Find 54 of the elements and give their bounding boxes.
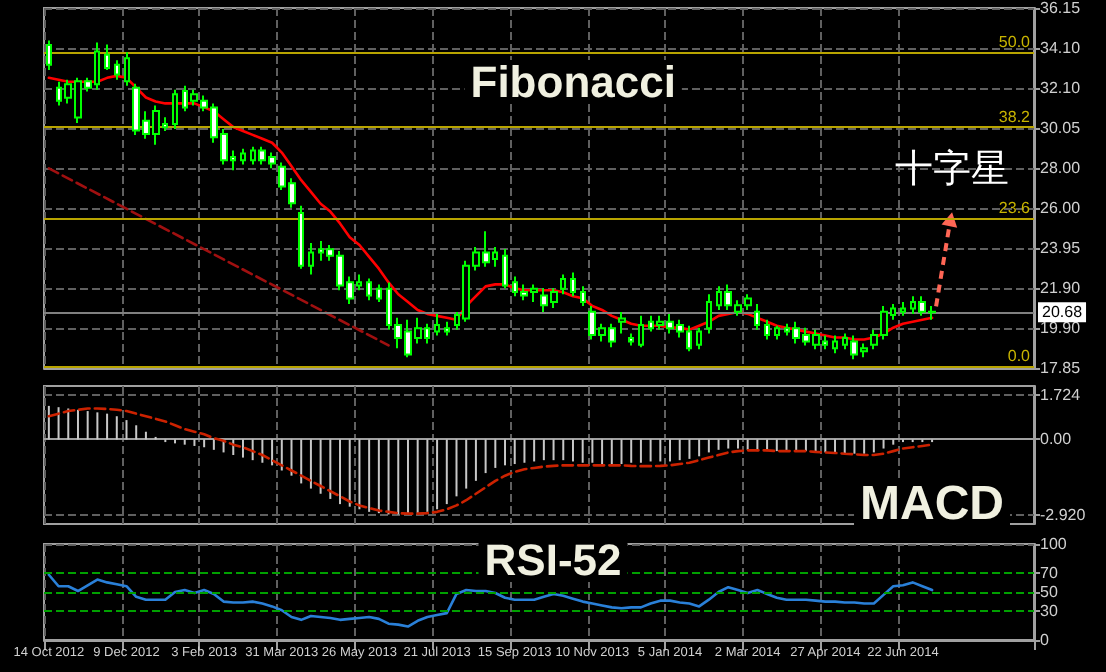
candlestick [114, 59, 120, 81]
candlestick [376, 283, 382, 304]
candlestick [104, 43, 110, 71]
text: Fibonacci [470, 57, 676, 107]
y-tick-label: 32.10 [1040, 78, 1082, 97]
candlestick [754, 303, 760, 331]
y-tick-label: -2.920 [1040, 505, 1087, 524]
y-tick-label: 50 [1040, 583, 1059, 601]
candlestick [638, 314, 644, 349]
annotation: 50.0 [998, 33, 1032, 52]
y-tick-label: 17.85 [1040, 359, 1082, 377]
ref-line-label: 20.68 [1042, 303, 1084, 322]
candlestick [696, 326, 702, 351]
text: MACD [860, 477, 1005, 531]
candlestick [502, 247, 508, 290]
y-tick-label: 30 [1040, 602, 1059, 621]
candlestick [570, 271, 576, 298]
y-tick-label: 1.724 [1040, 385, 1082, 404]
chart-title: RSI-52 [484, 535, 622, 585]
candlestick [124, 51, 130, 87]
annotation: 38.2 [998, 108, 1032, 127]
candlestick [628, 332, 634, 347]
candlestick [580, 285, 586, 308]
candlestick [366, 277, 372, 302]
annotation: 23.6 [998, 199, 1032, 218]
candlestick [444, 320, 450, 337]
candlestick [298, 204, 304, 270]
annotation: 0.0 [1007, 347, 1032, 366]
candlestick [308, 242, 314, 276]
candlestick [900, 301, 906, 317]
y-tick-label: 0.00 [1040, 430, 1073, 449]
y-tick-label: 70 [1040, 563, 1059, 582]
line-series [47, 573, 934, 628]
candlestick [764, 318, 770, 341]
y-tick-label: 23.95 [1040, 239, 1082, 257]
y-tick-label: 21.90 [1040, 279, 1082, 298]
candlestick [706, 293, 712, 335]
y-tick-label: 26.00 [1040, 198, 1082, 217]
y-tick-label: 34.10 [1040, 39, 1082, 58]
candlestick [832, 334, 838, 355]
candlestick [46, 39, 52, 71]
candlestick [172, 88, 178, 130]
y-tick-label: 36.15 [1040, 0, 1082, 17]
candlestick [434, 312, 440, 337]
candlestick [560, 273, 566, 296]
y-tick-label: 100 [1040, 535, 1068, 553]
candlestick [240, 147, 246, 166]
y-tick-label: 28.00 [1040, 159, 1082, 178]
y-tick-label: 0 [1040, 631, 1050, 649]
candlestick [774, 324, 780, 341]
y-tick-label: 30.05 [1040, 119, 1082, 137]
y-tick-label: 19.90 [1040, 318, 1082, 337]
annotation: 十字星 [895, 147, 1010, 192]
candlestick [618, 310, 626, 335]
